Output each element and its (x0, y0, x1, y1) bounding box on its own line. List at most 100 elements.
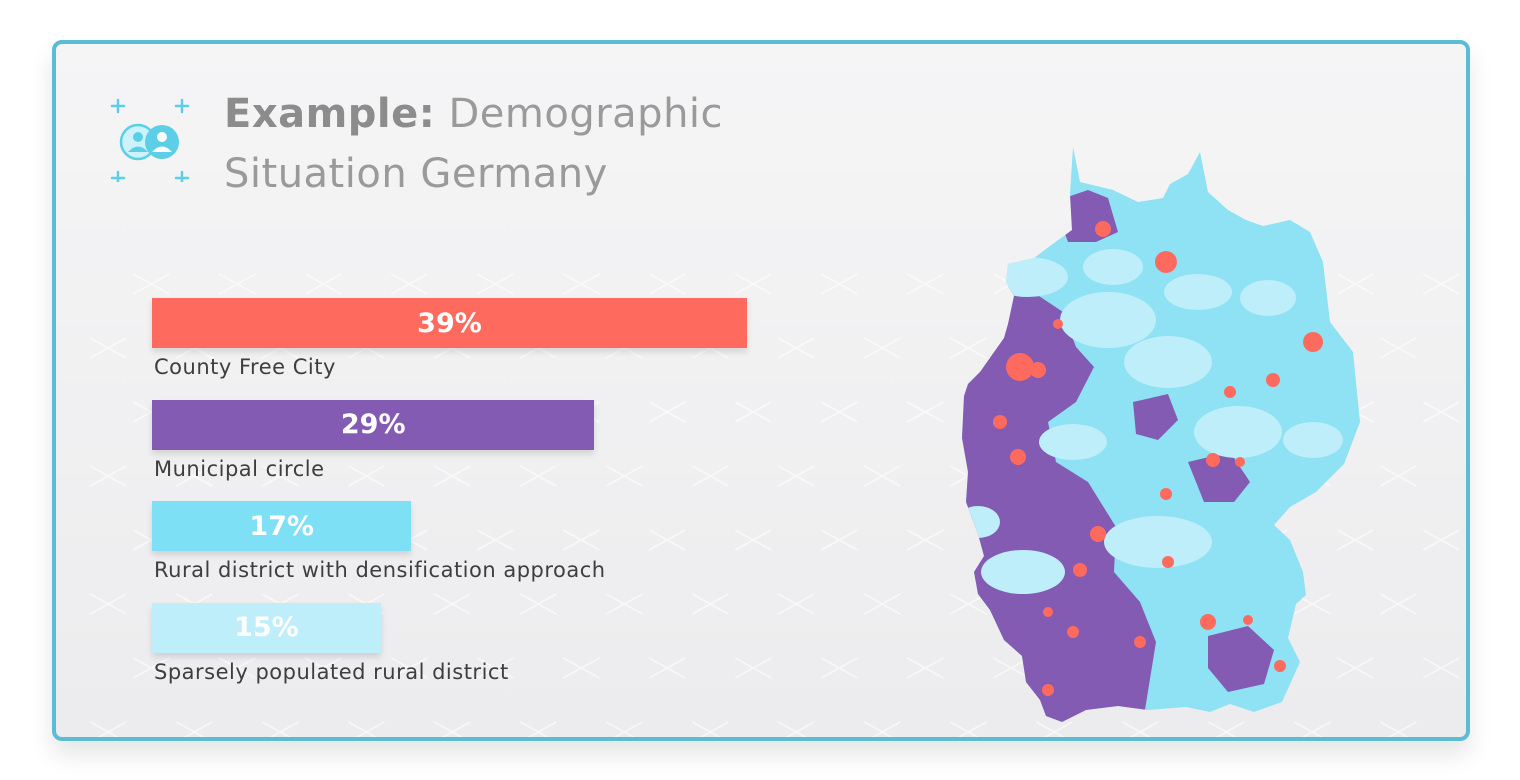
background-cross (304, 657, 342, 679)
background-cross (519, 465, 557, 487)
background-cross (1379, 337, 1417, 359)
city-marker (1134, 636, 1146, 648)
region-municipal-mid (1133, 394, 1178, 440)
background-cross (175, 721, 213, 737)
background-cross (820, 273, 858, 295)
title-line2: Situation Germany (224, 151, 608, 197)
city-marker (1162, 556, 1174, 568)
city-marker (1274, 660, 1286, 672)
background-cross (347, 721, 385, 737)
background-cross (89, 465, 127, 487)
bar-category-label: Rural district with densification approa… (154, 558, 606, 582)
background-cross (562, 657, 600, 679)
region-municipal-northwest (968, 202, 1008, 262)
background-cross (605, 465, 643, 487)
background-cross (906, 401, 944, 423)
background-cross (89, 721, 127, 737)
background-cross (648, 273, 686, 295)
background-cross (820, 401, 858, 423)
bar: 39% (152, 298, 747, 348)
germany-map (962, 147, 1360, 722)
bar-category-label: County Free City (154, 355, 336, 379)
background-cross (1379, 721, 1417, 737)
background-cross (261, 721, 299, 737)
background-cross (734, 273, 772, 295)
city-marker (1090, 526, 1106, 542)
bar-value-label: 39% (417, 307, 482, 339)
region-sparse (1104, 516, 1212, 568)
background-cross (132, 657, 170, 679)
background-cross (777, 337, 815, 359)
background-cross (175, 465, 213, 487)
background-cross (476, 529, 514, 551)
region-sparse (1283, 422, 1343, 458)
background-cross (820, 529, 858, 551)
background-cross (476, 657, 514, 679)
background-cross (863, 721, 901, 737)
region-sparse (962, 506, 1000, 538)
bar-category-label: Sparsely populated rural district (154, 659, 509, 684)
city-marker (993, 415, 1007, 429)
background-cross (1379, 593, 1417, 615)
background-cross (691, 465, 729, 487)
bar-value-label: 15% (234, 612, 299, 643)
background-cross (648, 401, 686, 423)
city-marker (1155, 251, 1177, 273)
background-cross (734, 529, 772, 551)
region-sparse (981, 550, 1065, 594)
background-cross (691, 721, 729, 737)
region-sparse (1164, 274, 1232, 310)
background-cross (562, 529, 600, 551)
background-cross (89, 593, 127, 615)
city-marker (982, 336, 994, 348)
background-cross (132, 273, 170, 295)
city-marker (1030, 362, 1046, 378)
background-cross (1336, 273, 1374, 295)
background-cross (863, 465, 901, 487)
background-cross (906, 529, 944, 551)
users-icon (110, 98, 190, 182)
background-cross (777, 593, 815, 615)
background-cross (519, 593, 557, 615)
background-cross (1422, 273, 1460, 295)
city-marker (1006, 353, 1034, 381)
background-cross (1422, 401, 1460, 423)
city-marker (1224, 386, 1236, 398)
city-marker (1067, 626, 1079, 638)
city-marker (1043, 607, 1053, 617)
region-sparse (1194, 406, 1282, 458)
city-marker (1303, 332, 1323, 352)
background-cross (648, 529, 686, 551)
region-municipal-central (1188, 452, 1250, 502)
background-cross (89, 337, 127, 359)
background-cross (863, 337, 901, 359)
background-cross (777, 721, 815, 737)
region-sparse (1039, 424, 1107, 460)
background-cross (347, 465, 385, 487)
region-sparse (1083, 249, 1143, 285)
background-cross (906, 273, 944, 295)
background-cross (648, 657, 686, 679)
background-cross (1035, 721, 1073, 737)
bar-value-label: 29% (340, 409, 406, 440)
background-cross (433, 593, 471, 615)
background-cross (605, 721, 643, 737)
background-cross (218, 657, 256, 679)
background-cross (433, 465, 471, 487)
background-cross (390, 273, 428, 295)
bar-item: 17% Rural district with densification app… (152, 501, 747, 603)
city-marker (1042, 684, 1054, 696)
title-line1: Demographic (448, 91, 724, 137)
background-cross (1121, 721, 1159, 737)
city-marker (1235, 457, 1245, 467)
background-cross (1293, 721, 1331, 737)
city-marker (1200, 614, 1216, 630)
background-cross (949, 337, 987, 359)
background-cross (261, 465, 299, 487)
city-marker (1160, 488, 1172, 500)
background-cross (390, 657, 428, 679)
bar-item: 29% Municipal circle (152, 399, 747, 502)
city-marker (1053, 319, 1063, 329)
city-marker (1095, 221, 1111, 237)
region-sparse (1240, 280, 1296, 316)
